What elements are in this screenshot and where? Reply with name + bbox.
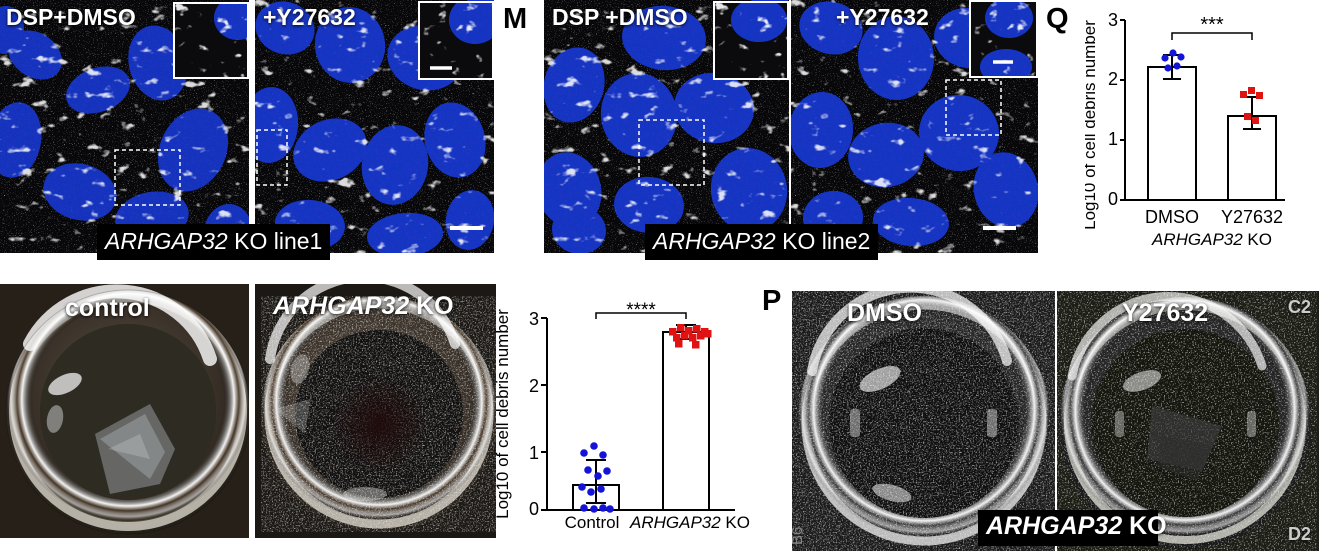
svg-text:0: 0 <box>529 499 539 519</box>
svg-text:3: 3 <box>529 309 539 329</box>
svg-text:3: 3 <box>1108 10 1118 30</box>
svg-text:DMSO: DMSO <box>1145 207 1199 227</box>
svg-text:ARHGAP32 KO: ARHGAP32 KO <box>629 513 750 532</box>
svg-text:****: **** <box>626 300 656 321</box>
svg-text:1: 1 <box>1108 129 1118 149</box>
svg-text:***: *** <box>1200 14 1224 36</box>
svg-text:Log10 of cell debris number: Log10 of cell debris number <box>495 309 512 519</box>
svg-text:ARHGAP32 KO: ARHGAP32 KO <box>1151 230 1272 249</box>
svg-text:0: 0 <box>1108 189 1118 209</box>
svg-text:Log10 of cell debris number: Log10 of cell debris number <box>1085 20 1099 230</box>
svg-text:Y27632: Y27632 <box>1221 207 1283 227</box>
svg-text:1: 1 <box>529 443 539 463</box>
svg-text:2: 2 <box>1108 69 1118 89</box>
svg-text:2: 2 <box>529 376 539 396</box>
svg-text:Control: Control <box>565 513 620 532</box>
